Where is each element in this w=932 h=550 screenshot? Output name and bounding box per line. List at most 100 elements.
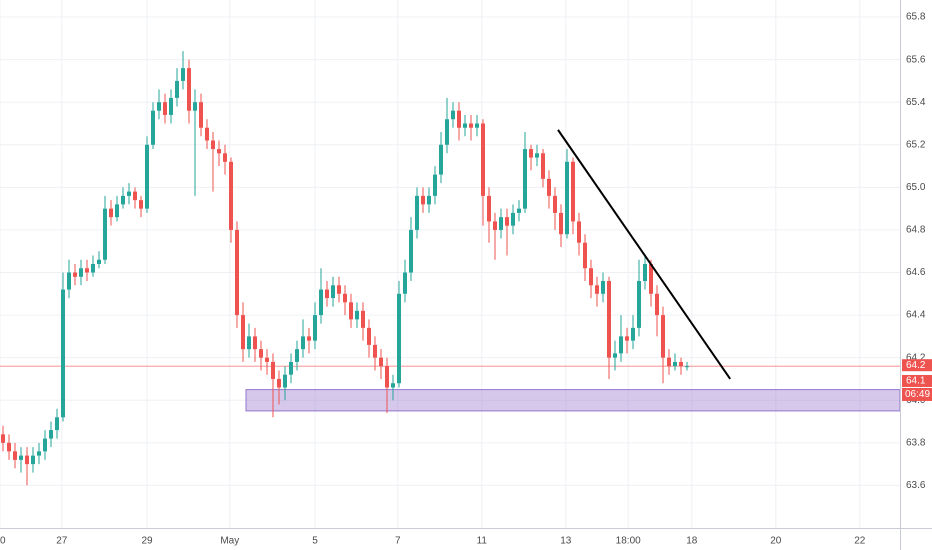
plot-area [0, 51, 901, 486]
candle-body [91, 264, 95, 273]
candle-body [301, 336, 305, 350]
candle-body [541, 153, 545, 179]
candle-body [223, 153, 227, 162]
candle-body [439, 144, 443, 175]
candle-body [313, 315, 317, 341]
candle-body [397, 293, 401, 384]
candle-body [187, 68, 191, 111]
support-zone [245, 389, 901, 412]
y-tick-label: 65.6 [906, 54, 926, 65]
x-tick-label: 18 [686, 536, 698, 547]
candle-body [205, 127, 209, 141]
candle-body [535, 153, 539, 158]
candle-body [445, 119, 449, 145]
y-tick-label: 64.8 [906, 225, 926, 236]
candle-body [511, 212, 515, 226]
candle-body [481, 123, 485, 196]
candle-body [469, 123, 473, 128]
candle-body [7, 442, 11, 452]
candle-body [517, 208, 521, 213]
y-tick-label: 64.2 [906, 352, 926, 363]
y-tick-label: 63.6 [906, 480, 926, 491]
candle-body [253, 336, 257, 350]
candle-body [391, 383, 395, 388]
candle-body [577, 221, 581, 243]
candle-body [607, 281, 611, 358]
x-tick-label: 00 [0, 536, 6, 547]
candle-body [547, 178, 551, 196]
candle-body [457, 110, 461, 128]
candle-body [493, 221, 497, 230]
candle-body [277, 378, 281, 388]
candle-body [559, 212, 563, 235]
candle-body [673, 361, 677, 367]
candle-body [103, 208, 107, 260]
candle-body [229, 161, 233, 230]
candle-body [655, 293, 659, 316]
candle-body [319, 289, 323, 316]
candle-body [145, 144, 149, 209]
candle-body [583, 242, 587, 269]
candle-body [61, 289, 65, 418]
y-tick-label: 63.8 [906, 437, 926, 448]
candle-body [601, 281, 605, 294]
candle-body [631, 327, 635, 341]
axes: 63.663.864.064.264.464.664.865.065.265.4… [0, 12, 932, 547]
candle-body [259, 349, 263, 358]
candle-body [349, 302, 353, 320]
y-tick-label: 65.4 [906, 97, 926, 108]
candle-body [289, 361, 293, 375]
candle-body [403, 272, 407, 294]
candle-body [1, 434, 5, 443]
candle-body [637, 281, 641, 328]
candle-body [211, 140, 215, 150]
y-tick-label: 65.0 [906, 182, 926, 193]
y-tick-label: 65.2 [906, 139, 926, 150]
candle-body [463, 123, 467, 128]
candle-body [79, 268, 83, 277]
candle-body [97, 259, 101, 264]
candle-body [235, 229, 239, 316]
x-tick-label: 18:00 [616, 536, 641, 547]
candle-body [199, 102, 203, 128]
candle-body [109, 208, 113, 218]
x-tick-label: 22 [854, 536, 866, 547]
candle-body [361, 310, 365, 328]
candle-body [73, 272, 77, 277]
candle-body [331, 285, 335, 299]
candle-body [181, 68, 185, 81]
candle-body [133, 191, 137, 201]
candle-body [679, 361, 683, 367]
candle-body [43, 438, 47, 452]
candle-body [613, 353, 617, 358]
candle-body [343, 293, 347, 303]
candle-body [553, 195, 557, 213]
candle-body [409, 229, 413, 273]
second-price-label: 64.1 [906, 376, 926, 387]
candle-body [241, 315, 245, 350]
candle-body [421, 195, 425, 205]
grid [0, 0, 900, 528]
candle-body [649, 264, 653, 294]
y-tick-label: 65.8 [906, 12, 926, 23]
candle-body [595, 285, 599, 294]
candle-body [415, 195, 419, 230]
candle-body [619, 336, 623, 354]
candle-body [373, 344, 377, 358]
candle-body [589, 268, 593, 286]
candle-body [37, 451, 41, 456]
candle-body [121, 195, 125, 205]
candle-body [67, 272, 71, 290]
candle-body [337, 285, 341, 294]
candle-body [565, 161, 569, 235]
candle-body [283, 374, 287, 388]
candle-body [523, 149, 527, 209]
candle-body [571, 161, 575, 222]
candle-body [643, 264, 647, 282]
candle-body [385, 366, 389, 388]
candle-body [379, 357, 383, 367]
candle-body [175, 80, 179, 98]
candle-body [367, 327, 371, 345]
candle-body [25, 455, 29, 465]
